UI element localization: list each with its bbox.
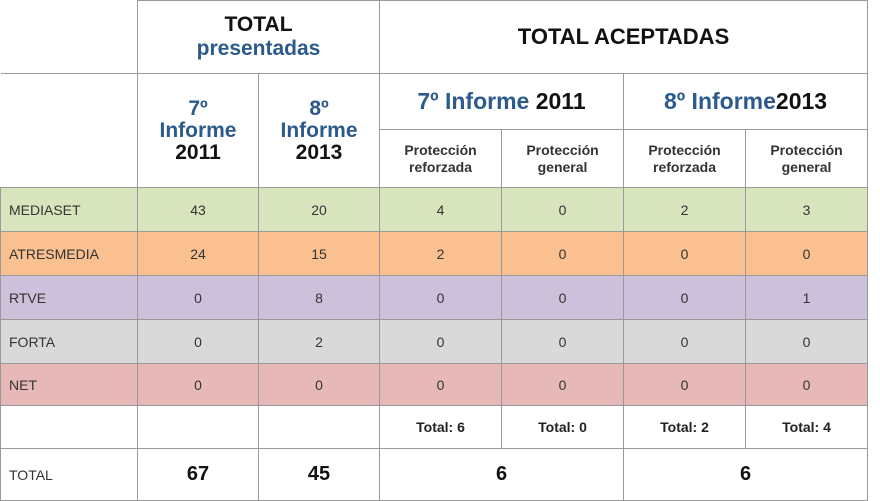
sub-col-7-general: Protección general xyxy=(501,129,625,188)
sub-col-8-reforzada: Protección reforzada xyxy=(623,129,747,188)
acept-group-8-label: 8º Informe xyxy=(663,88,776,114)
acept-group-7-informe: 7º Informe 2011 xyxy=(379,73,625,130)
value-cell: 4 xyxy=(379,187,503,232)
subtotal-empty xyxy=(257,405,381,449)
pres-col-8-word: Informe xyxy=(280,118,358,142)
value-cell: 1 xyxy=(745,275,869,320)
value-cell: 0 xyxy=(137,363,259,406)
subtotal-empty xyxy=(137,405,259,449)
value-cell: 0 xyxy=(379,363,503,406)
value-cell: 20 xyxy=(257,187,381,232)
total-presentadas-8: 45 xyxy=(257,448,381,501)
value-cell: 15 xyxy=(257,231,381,276)
row-label: NET xyxy=(0,363,138,406)
acept-group-8-year: 2013 xyxy=(775,88,828,114)
value-cell: 0 xyxy=(623,363,747,406)
table-row-net: NET 0 0 0 0 0 0 xyxy=(0,363,869,406)
value-cell: 0 xyxy=(623,319,747,364)
value-cell: 0 xyxy=(257,363,381,406)
total-presentadas-header: TOTAL presentadas xyxy=(136,0,381,74)
value-cell: 0 xyxy=(501,363,625,406)
acept-group-8-informe: 8º Informe2013 xyxy=(623,73,869,130)
total-aceptadas-8: 6 xyxy=(623,448,869,501)
value-cell: 0 xyxy=(745,363,869,406)
total-presentadas-7: 67 xyxy=(137,448,259,501)
value-cell: 0 xyxy=(501,275,625,320)
subtotal-cell: Total: 6 xyxy=(379,405,503,449)
sub-col-8-reforzada-line2: reforzada xyxy=(653,158,717,175)
pres-col-7-word: Informe xyxy=(159,118,237,142)
sub-col-8-general-line2: general xyxy=(781,158,832,175)
row-label: ATRESMEDIA xyxy=(0,231,138,276)
total-row: TOTAL 67 45 6 6 xyxy=(0,448,869,501)
total-presentadas-line1: TOTAL xyxy=(224,13,293,36)
sub-col-7-reforzada-line1: Protección xyxy=(404,141,477,158)
sub-col-8-general: Protección general xyxy=(745,129,869,188)
table-row-mediaset: MEDIASET 43 20 4 0 2 3 xyxy=(0,187,869,232)
subtotal-row: Total: 6 Total: 0 Total: 2 Total: 4 xyxy=(0,405,869,449)
pres-col-8-num: 8º xyxy=(309,96,329,120)
sub-col-7-reforzada-line2: reforzada xyxy=(409,158,473,175)
subtotal-cell: Total: 4 xyxy=(745,405,869,449)
sub-col-7-general-line1: Protección xyxy=(526,141,599,158)
value-cell: 8 xyxy=(257,275,381,320)
value-cell: 0 xyxy=(379,319,503,364)
sub-col-8-reforzada-line1: Protección xyxy=(648,141,721,158)
row-label: FORTA xyxy=(0,319,138,364)
value-cell: 2 xyxy=(257,319,381,364)
total-aceptadas-7: 6 xyxy=(379,448,625,501)
value-cell: 0 xyxy=(379,275,503,320)
value-cell: 0 xyxy=(745,319,869,364)
subtotal-cell: Total: 0 xyxy=(501,405,625,449)
pres-col-8-year: 2013 xyxy=(295,140,343,164)
total-row-label: TOTAL xyxy=(0,448,138,501)
value-cell: 0 xyxy=(501,187,625,232)
sub-col-8-general-line1: Protección xyxy=(770,141,843,158)
table-row-forta: FORTA 0 2 0 0 0 0 xyxy=(0,319,869,364)
value-cell: 0 xyxy=(137,275,259,320)
value-cell: 0 xyxy=(623,275,747,320)
value-cell: 3 xyxy=(745,187,869,232)
sub-col-7-general-line2: general xyxy=(537,158,588,175)
subtotal-cell: Total: 2 xyxy=(623,405,747,449)
value-cell: 2 xyxy=(623,187,747,232)
corner-cell xyxy=(0,0,138,74)
pres-col-7-year: 2011 xyxy=(175,140,221,164)
value-cell: 43 xyxy=(137,187,259,232)
value-cell: 0 xyxy=(623,231,747,276)
row-label: RTVE xyxy=(0,275,138,320)
pres-col-8-informe: 8º Informe 2013 xyxy=(257,73,381,188)
pres-col-7-num: 7º xyxy=(188,96,208,120)
pres-col-7-informe: 7º Informe 2011 xyxy=(137,73,259,188)
total-aceptadas-header: TOTAL ACEPTADAS xyxy=(379,0,869,74)
value-cell: 0 xyxy=(501,231,625,276)
table-row-rtve: RTVE 0 8 0 0 0 1 xyxy=(0,275,869,320)
value-cell: 24 xyxy=(137,231,259,276)
sub-col-7-reforzada: Protección reforzada xyxy=(379,129,503,188)
row-label: MEDIASET xyxy=(0,187,138,232)
acept-group-7-year: 2011 xyxy=(535,88,586,114)
value-cell: 0 xyxy=(501,319,625,364)
table-row-atresmedia: ATRESMEDIA 24 15 2 0 0 0 xyxy=(0,231,869,276)
acept-group-7-label: 7º Informe xyxy=(417,88,536,114)
subtotal-empty-label xyxy=(0,405,138,449)
total-presentadas-line2: presentadas xyxy=(196,37,321,60)
value-cell: 2 xyxy=(379,231,503,276)
value-cell: 0 xyxy=(137,319,259,364)
value-cell: 0 xyxy=(745,231,869,276)
label-header-cell xyxy=(0,73,138,188)
